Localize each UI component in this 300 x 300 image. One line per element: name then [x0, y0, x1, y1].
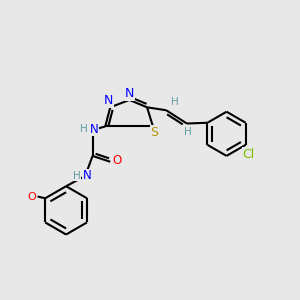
Text: H: H — [171, 97, 178, 107]
Text: N: N — [125, 87, 134, 100]
Text: N: N — [104, 94, 113, 107]
Text: O: O — [112, 154, 122, 167]
Text: Cl: Cl — [242, 148, 255, 161]
Text: N: N — [90, 123, 98, 136]
Text: O: O — [27, 191, 36, 202]
Text: S: S — [150, 126, 158, 139]
Text: H: H — [184, 127, 192, 137]
Text: N: N — [83, 169, 92, 182]
Text: H: H — [80, 124, 88, 134]
Text: H: H — [73, 171, 81, 181]
